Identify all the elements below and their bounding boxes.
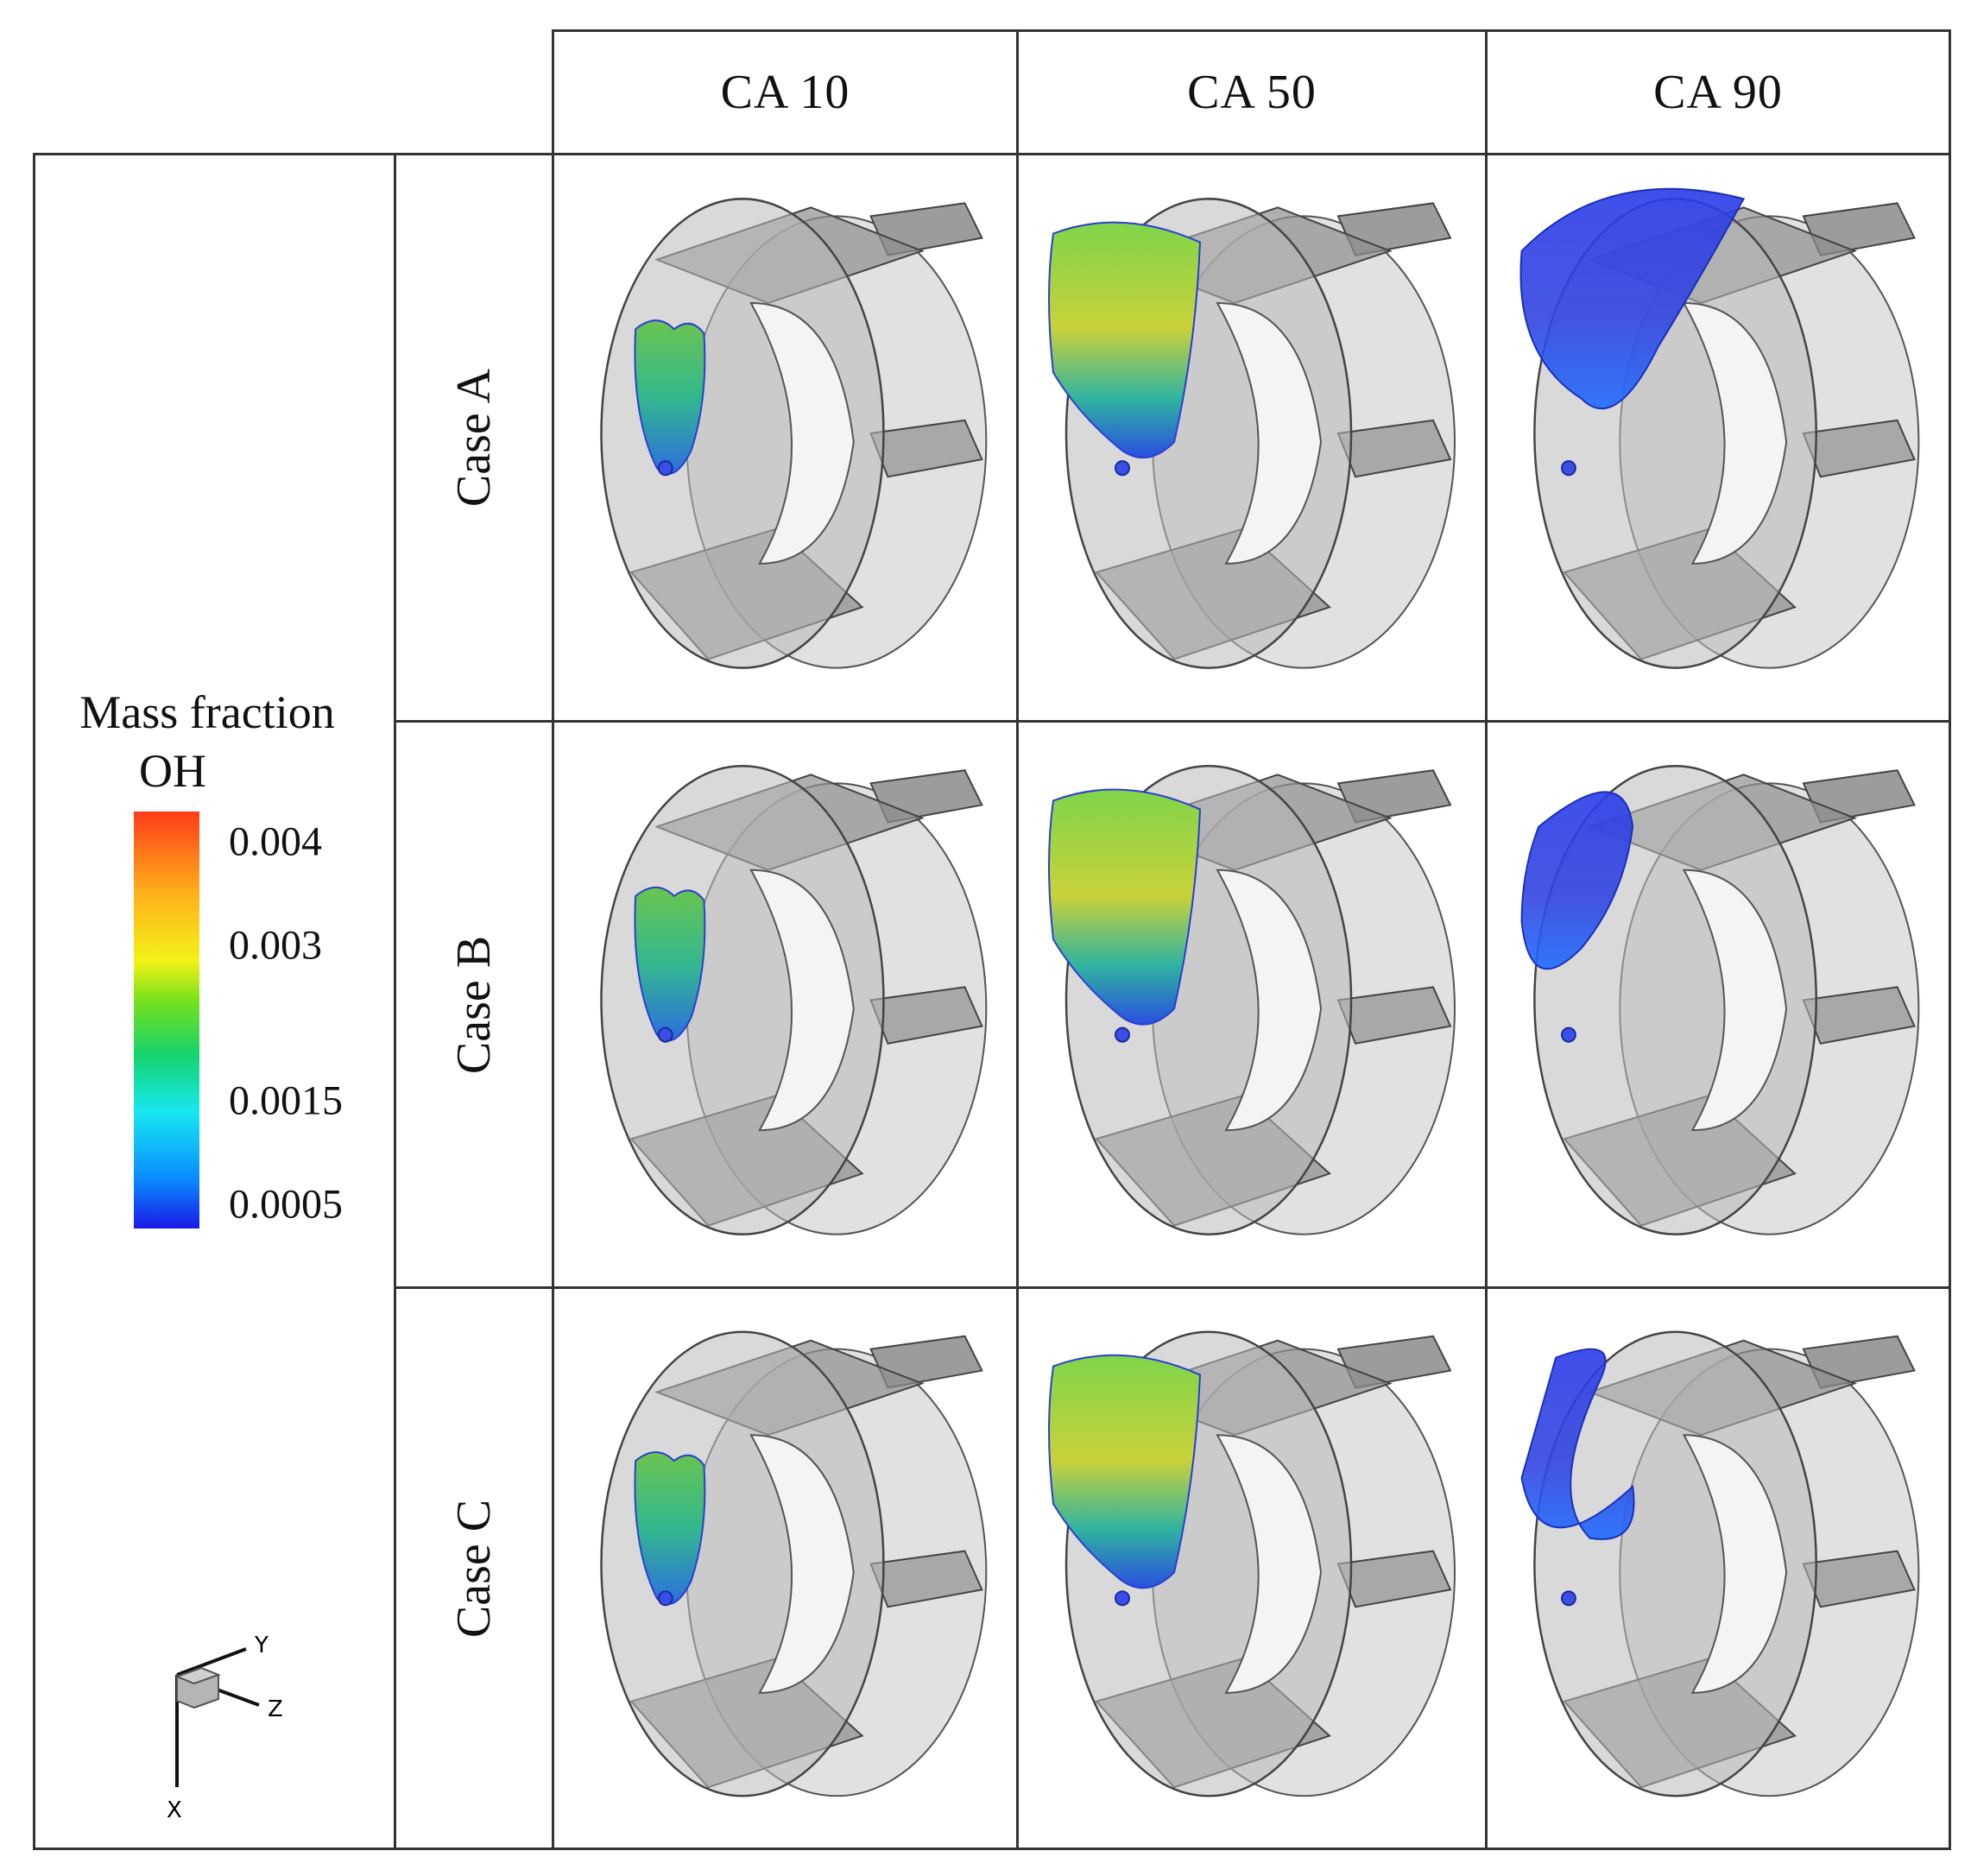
colorbar-tick-00005: 0.0005 [229,1181,343,1228]
colorbar [134,812,199,1229]
render-case-a-ca90 [1488,155,1949,720]
axes-triad: Y Z X [151,1623,324,1830]
render-case-c-ca10 [554,1289,1016,1848]
axis-x-label: X [167,1797,182,1823]
axis-y-label: Y [254,1633,268,1658]
render-case-a-ca50 [1019,155,1485,720]
colorbar-tick-0003: 0.003 [229,922,322,969]
row-label-case-a: Case A [447,368,501,508]
row-divider-2 [394,1286,1951,1289]
legend-column-divider [394,153,396,1850]
table-left-border [33,153,35,1850]
table-bottom-border [33,1848,1951,1850]
column-header-ca50: CA 50 [1187,66,1317,119]
column-header-ca10: CA 10 [720,66,850,119]
column-header-ca90: CA 90 [1653,66,1783,119]
render-case-b-ca50 [1019,723,1485,1286]
row-label-case-b: Case B [447,935,501,1074]
col-divider-1 [1016,29,1019,1850]
row-divider-1 [394,720,1951,723]
table-right-border [1949,29,1951,1850]
header-top-border [553,29,1951,32]
render-case-c-ca90 [1488,1289,1949,1848]
render-case-c-ca50 [1019,1289,1485,1848]
legend-title-line2: OH [139,745,206,797]
render-case-b-ca90 [1488,723,1949,1286]
rowlabel-column-divider [552,29,554,1850]
colorbar-tick-00015: 0.0015 [229,1077,343,1124]
colorbar-tick-0004: 0.004 [229,818,322,865]
header-bottom-border [33,153,1951,155]
col-divider-2 [1485,29,1488,1850]
render-case-b-ca10 [554,723,1016,1286]
row-label-case-c: Case C [447,1499,501,1638]
legend-title-line1: Mass fraction [79,686,335,738]
axis-z-label: Z [268,1696,283,1722]
render-case-a-ca10 [554,155,1016,720]
